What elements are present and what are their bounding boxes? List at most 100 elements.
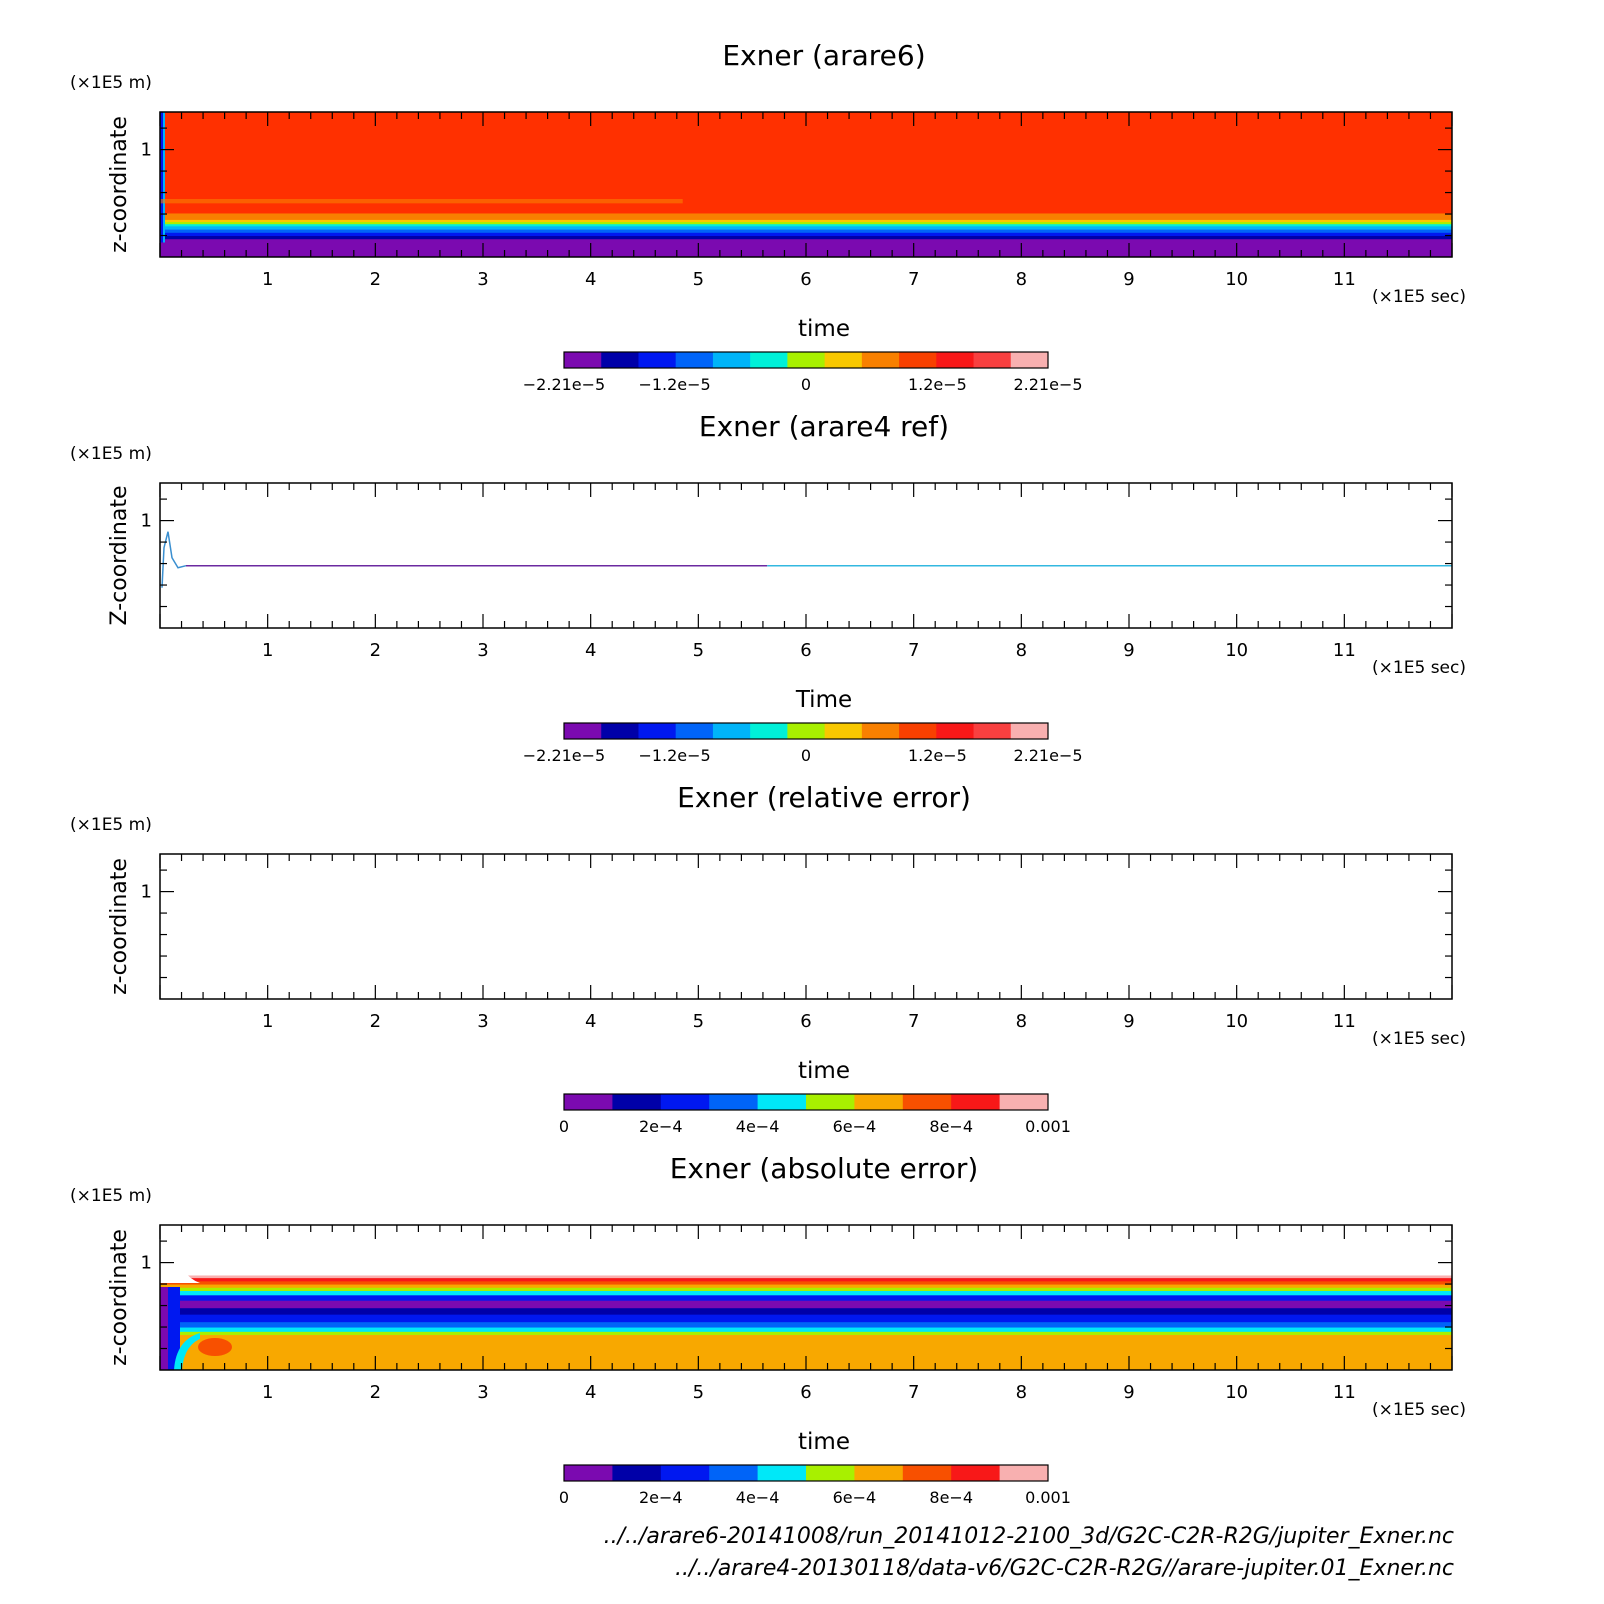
colorbar-tick-label: 4e−4 [736,1488,780,1507]
colorbar-swatch [612,1094,662,1110]
colorbar-swatch [564,1094,613,1110]
colorbar: −2.21e−5 −1.2e−5 0 1.2e−5 2.21e−5 [523,351,1083,394]
colorbar-tick-label: 8e−4 [929,1488,973,1507]
contour-band [160,112,1452,214]
x-axis-label: Time [795,687,852,713]
colorbar-swatch [750,352,788,368]
y-axis-label: z-coordinate [107,858,132,995]
colorbar-swatch [936,352,975,368]
transient-curve [161,531,187,588]
colorbar-tick-label: −2.21e−5 [523,375,605,394]
colorbar-swatch [902,1465,952,1481]
colorbar-tick-label: 1.2e−5 [908,746,967,765]
contour-band [160,1284,1452,1288]
x-unit-label: (×1E5 sec) [1372,1400,1466,1420]
x-tick-label: 1 [262,640,273,661]
colorbar-swatch [660,1094,710,1110]
x-tick-label: 1 [262,1011,273,1032]
colorbar-swatch [709,1094,759,1110]
contour-band [160,229,1452,233]
x-axis-label: time [798,316,850,342]
colorbar-swatch [564,352,602,368]
colorbar-swatch [675,352,714,368]
colorbar-swatch [612,1465,662,1481]
chart-title: Exner (arare4 ref) [699,410,949,443]
colorbar-tick-label: 6e−4 [833,1117,877,1136]
x-tick-label: 7 [908,640,919,661]
colorbar-tick-label: −1.2e−5 [638,746,710,765]
colorbar-swatch [951,1094,1001,1110]
colorbar-swatch [638,723,677,739]
colorbar-swatch [806,1094,855,1110]
x-tick-label: 3 [477,1011,488,1032]
y-tick-label: 1 [141,511,152,532]
y-tick-label: 1 [141,882,152,903]
x-tick-label: 7 [908,1382,919,1403]
colorbar-swatch [787,723,826,739]
x-tick-label: 1 [262,269,273,290]
colorbar-tick-label: 0.001 [1025,1488,1071,1507]
colorbar-swatch [824,723,863,739]
chart-panel-4: Exner (absolute error) (×1E5 m) z-coordina… [70,1152,1466,1507]
plot-frame [159,853,1453,1000]
plot-area [161,531,1452,588]
x-tick-label: 6 [800,1382,811,1403]
source-path-arare4: ../../arare4-20130118/data-v6/G2C-C2R-R2… [674,1556,1454,1581]
colorbar-tick-label: 2e−4 [639,1488,683,1507]
colorbar-swatch [601,352,639,368]
contour-band [160,199,683,204]
colorbar-swatch [660,1465,710,1481]
x-tick-label: 2 [370,640,381,661]
contour-band [160,1331,1452,1336]
colorbar-frame [563,722,1049,740]
contour-band [160,212,1452,220]
colorbar-swatch [973,723,1012,739]
chart-title: Exner (arare6) [722,39,925,72]
contour-band [160,1287,168,1370]
x-tick-label: 6 [800,640,811,661]
contour-band [160,219,1452,223]
contour-band [160,1275,1452,1279]
x-tick-label: 11 [1333,1011,1356,1032]
source-path-arare6: ../../arare6-20141008/run_20141012-2100_… [603,1524,1454,1549]
colorbar-swatch [787,352,826,368]
x-tick-label: 9 [1123,1011,1134,1032]
x-tick-label: 10 [1225,269,1248,290]
contour-band [160,235,1452,240]
colorbar-swatch [712,723,751,739]
colorbar-swatch [861,723,900,739]
colorbar-tick-label: 0 [801,375,811,394]
plot-area [160,112,1452,257]
x-axis-label: time [798,1058,850,1084]
colorbar-tick-label: 6e−4 [833,1488,877,1507]
colorbar-tick-label: 0.001 [1025,1117,1071,1136]
colorbar-tick-label: −2.21e−5 [523,746,605,765]
x-tick-label: 3 [477,269,488,290]
x-tick-label: 10 [1225,1011,1248,1032]
contour-band [160,1225,200,1283]
contour-band [160,1307,1452,1315]
colorbar-swatch [899,723,937,739]
colorbar-swatch [564,723,602,739]
colorbar-tick-label: 0 [559,1488,569,1507]
contour-band [160,1277,1452,1282]
colorbar-tick-label: 0 [801,746,811,765]
x-tick-label: 8 [1016,640,1027,661]
x-tick-label: 4 [585,1382,596,1403]
colorbar-swatch [936,723,975,739]
contour-band [160,232,1452,237]
colorbar-swatch [824,352,863,368]
x-tick-label: 11 [1333,1382,1356,1403]
chart-title: Exner (absolute error) [670,1152,979,1185]
colorbar-frame [563,1464,1049,1482]
colorbar-swatch [709,1465,759,1481]
colorbar-swatch [750,723,788,739]
contour-band [160,1280,1452,1285]
x-tick-label: 6 [800,1011,811,1032]
colorbar-swatch [951,1465,1001,1481]
colorbar-tick-label: 4e−4 [736,1117,780,1136]
contour-band [160,223,1452,227]
colorbar-tick-label: 2.21e−5 [1013,375,1082,394]
plot-area [160,1225,1452,1370]
x-tick-label: 9 [1123,1382,1134,1403]
